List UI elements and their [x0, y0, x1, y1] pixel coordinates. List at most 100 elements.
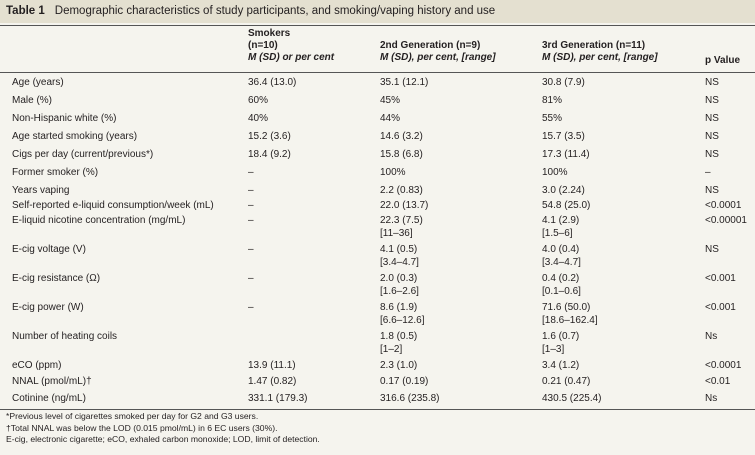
header-g3: 3rd Generation (n=11) M (SD), per cent, … — [542, 40, 658, 64]
g3-value: 1.6 (0.7) — [542, 331, 580, 342]
g2-value: 22.3 (7.5) — [380, 215, 423, 226]
p-value: NS — [705, 77, 719, 88]
g2-value: 2.0 (0.3) — [380, 273, 418, 284]
row-label: eCO (ppm) — [12, 360, 62, 371]
g2-value: 15.8 (6.8) — [380, 149, 423, 160]
p-value: <0.0001 — [705, 360, 742, 371]
smokers-value: – — [248, 200, 254, 211]
g3-value: 3.0 (2.24) — [542, 185, 585, 196]
smokers-value: – — [248, 273, 254, 284]
g2-value: 4.1 (0.5) — [380, 244, 418, 255]
top-rule — [0, 25, 755, 26]
smokers-value: – — [248, 302, 254, 313]
bottom-rule — [0, 409, 755, 410]
row-label: E-liquid nicotine concentration (mg/mL) — [12, 215, 186, 226]
g3-range: [18.6–162.4] — [542, 315, 598, 326]
p-value: Ns — [705, 393, 718, 404]
header-p-title: p Value — [705, 55, 741, 66]
header-g2-title: 2nd Generation (n=9) — [380, 40, 481, 51]
header-g3-title: 3rd Generation (n=11) — [542, 40, 646, 51]
footnote: E-cig, electronic cigarette; eCO, exhale… — [6, 434, 320, 444]
row-label: Number of heating coils — [12, 331, 118, 342]
g2-range: [6.6–12.6] — [380, 315, 425, 326]
p-value: – — [705, 167, 711, 178]
footnote: †Total NNAL was below the LOD (0.015 pmo… — [6, 422, 278, 433]
header-g3-sub: M (SD), per cent, [range] — [542, 52, 658, 63]
smokers-value: – — [248, 215, 254, 226]
p-value: <0.0001 — [705, 200, 742, 211]
g2-value: 14.6 (3.2) — [380, 131, 423, 142]
g2-value: 100% — [380, 167, 406, 178]
g2-value: 22.0 (13.7) — [380, 200, 429, 211]
g3-value: 3.4 (1.2) — [542, 360, 580, 371]
row-label: NNAL (pmol/mL)† — [12, 376, 92, 387]
g2-value: 0.17 (0.19) — [380, 376, 429, 387]
smokers-value: – — [248, 167, 254, 178]
smokers-value: 331.1 (179.3) — [248, 393, 308, 404]
table-label: Table 1 — [6, 5, 45, 17]
row-label: Years vaping — [12, 185, 70, 196]
g2-value: 44% — [380, 113, 401, 124]
header-smokers-title: Smokers — [248, 28, 291, 39]
g3-value: 0.4 (0.2) — [542, 273, 580, 284]
p-value: Ns — [705, 331, 718, 342]
g2-range: [1–2] — [380, 344, 403, 355]
row-label: Age started smoking (years) — [12, 131, 138, 142]
g2-value: 2.2 (0.83) — [380, 185, 423, 196]
g2-range: [11–36] — [380, 228, 413, 239]
row-label: Non-Hispanic white (%) — [12, 113, 117, 124]
p-value: <0.01 — [705, 376, 731, 387]
g3-range: [0.1–0.6] — [542, 286, 581, 297]
g3-value: 71.6 (50.0) — [542, 302, 591, 313]
p-value: NS — [705, 131, 719, 142]
g3-value: 0.21 (0.47) — [542, 376, 591, 387]
header-rule — [0, 72, 755, 73]
g2-value: 1.8 (0.5) — [380, 331, 418, 342]
g2-value: 35.1 (12.1) — [380, 77, 429, 88]
g2-value: 316.6 (235.8) — [380, 393, 440, 404]
table-title: Demographic characteristics of study par… — [54, 5, 496, 17]
smokers-value: 40% — [248, 113, 269, 124]
g2-range: [3.4–4.7] — [380, 257, 419, 268]
p-value: <0.00001 — [705, 215, 747, 226]
g2-value: 2.3 (1.0) — [380, 360, 418, 371]
row-label: Self-reported e-liquid consumption/week … — [12, 200, 214, 211]
header-smokers: Smokers (n=10) M (SD) or per cent — [248, 28, 334, 64]
p-value: NS — [705, 113, 719, 124]
g3-value: 55% — [542, 113, 563, 124]
p-value: NS — [705, 185, 719, 196]
g3-value: 81% — [542, 95, 563, 106]
row-label: E-cig power (W) — [12, 302, 84, 313]
row-label: E-cig voltage (V) — [12, 244, 86, 255]
header-g2-sub: M (SD), per cent, [range] — [380, 52, 496, 63]
g3-value: 430.5 (225.4) — [542, 393, 602, 404]
g3-value: 17.3 (11.4) — [542, 149, 590, 160]
smokers-value: – — [248, 244, 254, 255]
footnote: *Previous level of cigarettes smoked per… — [6, 411, 259, 421]
g3-range: [1.5–6] — [542, 228, 573, 239]
g3-value: 54.8 (25.0) — [542, 200, 591, 211]
p-value: NS — [705, 149, 719, 160]
p-value: <0.001 — [705, 302, 736, 313]
g3-range: [3.4–4.7] — [542, 257, 581, 268]
g3-value: 30.8 (7.9) — [542, 77, 585, 88]
header-g2: 2nd Generation (n=9) M (SD), per cent, [… — [380, 40, 496, 64]
row-label: Male (%) — [12, 95, 53, 106]
header-p: p Value — [705, 55, 740, 67]
row-label: E-cig resistance (Ω) — [12, 273, 101, 284]
g3-value: 4.0 (0.4) — [542, 244, 580, 255]
g3-value: 15.7 (3.5) — [542, 131, 585, 142]
row-label: Cotinine (ng/mL) — [12, 393, 86, 404]
smokers-value: 13.9 (11.1) — [248, 360, 296, 371]
header-smokers-n: (n=10) — [248, 40, 278, 51]
header-smokers-sub: M (SD) or per cent — [248, 52, 335, 63]
smokers-value: 60% — [248, 95, 269, 106]
g2-value: 45% — [380, 95, 401, 106]
smokers-value: 36.4 (13.0) — [248, 77, 297, 88]
smokers-value: – — [248, 185, 254, 196]
smokers-value: 18.4 (9.2) — [248, 149, 291, 160]
row-label: Former smoker (%) — [12, 167, 99, 178]
row-label: Age (years) — [12, 77, 64, 88]
p-value: NS — [705, 95, 719, 106]
g2-value: 8.6 (1.9) — [380, 302, 418, 313]
